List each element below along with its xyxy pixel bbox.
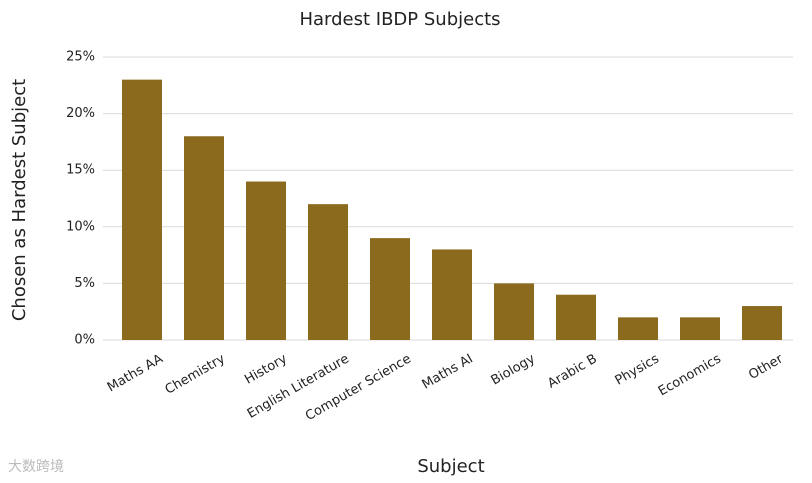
bar: [370, 238, 410, 340]
bar: [494, 283, 534, 340]
y-tick-label: 5%: [74, 276, 95, 291]
bar: [556, 294, 596, 340]
bar: [618, 317, 658, 340]
y-axis-title: Chosen as Hardest Subject: [9, 79, 30, 321]
x-tick-label: Computer Science: [303, 352, 414, 425]
x-tick-label: Maths AA: [105, 351, 166, 395]
bar: [432, 249, 472, 340]
bar: [742, 306, 782, 340]
y-tick-label: 20%: [66, 106, 95, 121]
y-tick-label: 15%: [66, 163, 95, 178]
bar: [680, 317, 720, 340]
x-tick-label: Economics: [656, 351, 724, 399]
bar: [246, 181, 286, 340]
watermark: 大数跨境: [8, 459, 64, 475]
x-axis-title: Subject: [417, 456, 484, 477]
x-tick-label: Biology: [489, 351, 538, 388]
x-tick-label: History: [242, 351, 290, 387]
x-tick-label: English Literature: [245, 352, 352, 422]
x-tick-label: Physics: [613, 351, 662, 388]
y-tick-label: 10%: [66, 219, 95, 234]
x-tick-label: Maths AI: [420, 352, 476, 393]
bar: [184, 136, 224, 340]
x-tick-label: Chemistry: [163, 351, 228, 397]
y-tick-label: 25%: [66, 50, 95, 65]
chart-title: Hardest IBDP Subjects: [299, 9, 500, 30]
y-tick-label: 0%: [74, 333, 95, 348]
x-tick-label: Other: [746, 351, 786, 383]
x-tick-label: Arabic B: [545, 352, 600, 392]
bar: [122, 79, 162, 340]
bar: [308, 204, 348, 340]
